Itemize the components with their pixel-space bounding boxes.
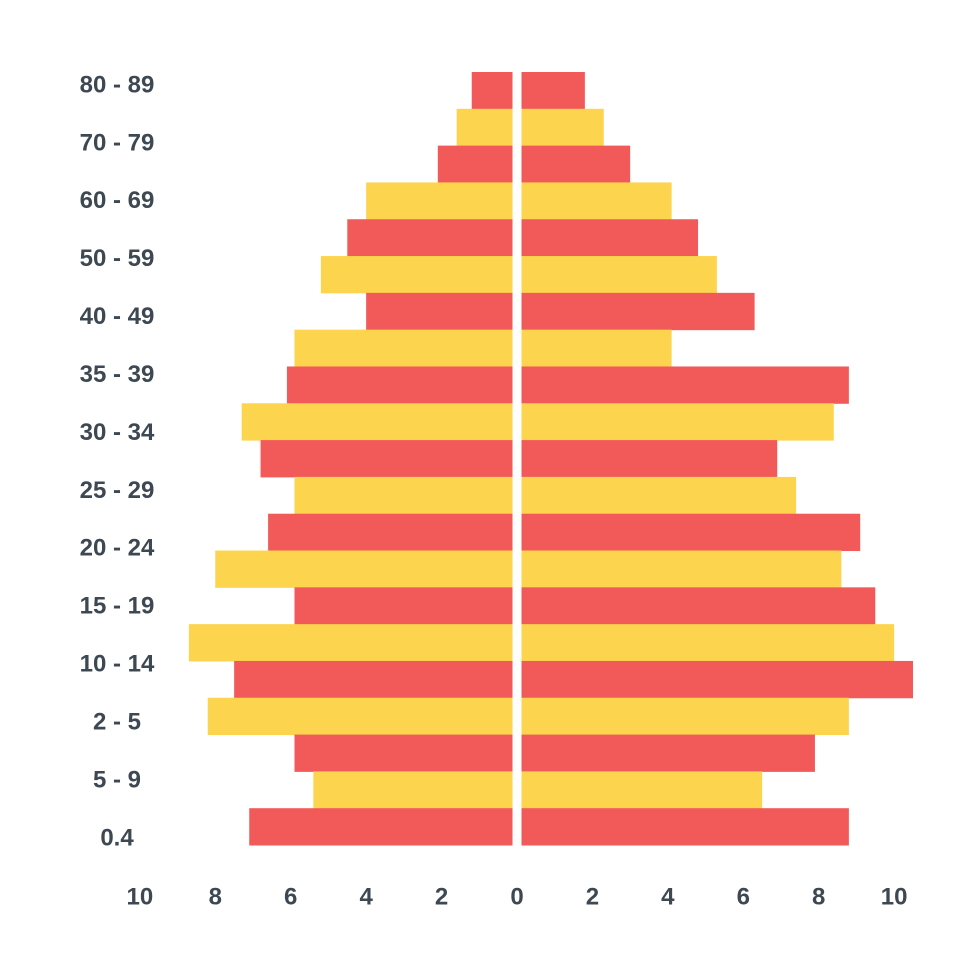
right-bar <box>521 550 842 588</box>
left-bar <box>366 292 513 331</box>
x-tick-label: 10 <box>881 883 908 910</box>
age-label: 5 - 9 <box>93 766 141 793</box>
right-bar <box>521 624 895 662</box>
left-bar <box>294 734 513 772</box>
x-tick-label: 2 <box>586 883 599 910</box>
left-bar <box>188 624 513 662</box>
right-bar <box>521 256 717 294</box>
right-bar <box>521 513 861 552</box>
left-bar <box>437 145 513 183</box>
age-label: 30 - 34 <box>80 419 155 446</box>
age-label: 15 - 19 <box>80 593 155 620</box>
age-label: 50 - 59 <box>80 245 155 272</box>
age-label: 35 - 39 <box>80 361 155 388</box>
age-label: 80 - 89 <box>80 71 155 98</box>
right-bar <box>521 440 778 478</box>
age-label: 0.4 <box>100 824 134 851</box>
right-bar <box>521 476 797 515</box>
left-bar <box>471 72 513 110</box>
left-bar <box>215 550 513 588</box>
right-bar <box>521 366 849 404</box>
left-bar <box>286 366 513 404</box>
right-bar <box>521 734 815 772</box>
x-tick-label: 6 <box>737 883 750 910</box>
left-bar <box>313 771 513 809</box>
x-tick-label: 4 <box>359 883 373 910</box>
right-bar <box>521 182 672 220</box>
x-tick-label: 0 <box>510 883 523 910</box>
right-bar <box>521 219 699 257</box>
age-label: 40 - 49 <box>80 303 155 330</box>
left-bar <box>294 329 513 367</box>
right-bar <box>521 329 672 367</box>
left-bar <box>241 403 513 441</box>
age-label: 70 - 79 <box>80 129 155 156</box>
right-bar <box>521 771 763 809</box>
age-label: 25 - 29 <box>80 477 155 504</box>
left-bar <box>456 108 513 147</box>
right-bar <box>521 697 849 736</box>
right-bar <box>521 587 876 625</box>
left-bar <box>294 476 513 515</box>
left-bar <box>249 808 513 846</box>
left-bar <box>294 587 513 625</box>
left-bar <box>207 697 513 736</box>
right-bar <box>521 403 834 441</box>
x-tick-label: 8 <box>812 883 825 910</box>
x-tick-label: 8 <box>209 883 222 910</box>
age-label: 10 - 14 <box>80 651 155 678</box>
left-bar <box>268 513 513 552</box>
x-tick-label: 2 <box>435 883 448 910</box>
right-bar <box>521 145 631 183</box>
left-bar <box>234 660 513 699</box>
left-bar <box>260 440 513 478</box>
right-bar <box>521 292 755 331</box>
left-bar <box>347 219 513 257</box>
age-label: 20 - 24 <box>80 535 155 562</box>
x-tick-label: 6 <box>284 883 297 910</box>
age-label: 60 - 69 <box>80 187 155 214</box>
right-bar <box>521 72 585 110</box>
left-bar <box>320 256 513 294</box>
right-bar <box>521 808 849 846</box>
right-bar <box>521 660 913 699</box>
right-bar <box>521 108 604 147</box>
age-label: 2 - 5 <box>93 708 141 735</box>
left-bar <box>366 182 513 220</box>
x-tick-label: 10 <box>127 883 154 910</box>
x-tick-label: 4 <box>661 883 675 910</box>
